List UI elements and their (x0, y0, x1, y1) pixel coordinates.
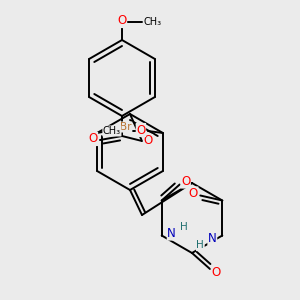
Text: N: N (167, 227, 176, 240)
Text: O: O (212, 266, 220, 278)
Text: O: O (143, 134, 153, 148)
Text: O: O (189, 187, 198, 200)
Text: H: H (180, 223, 188, 232)
Text: O: O (136, 124, 146, 136)
Text: H: H (196, 241, 204, 250)
Text: N: N (208, 232, 217, 245)
Text: Br: Br (120, 122, 132, 132)
Text: CH₃: CH₃ (144, 17, 162, 27)
Text: O: O (181, 175, 190, 188)
Text: CH₃: CH₃ (103, 126, 121, 136)
Text: O: O (117, 14, 127, 28)
Text: O: O (88, 133, 98, 146)
